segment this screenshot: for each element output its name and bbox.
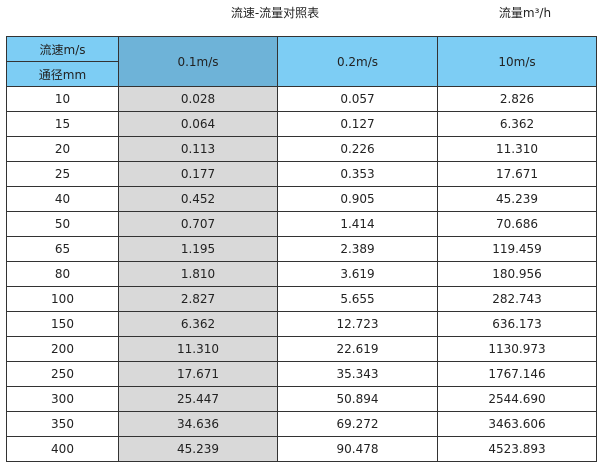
diameter-cell: 25 xyxy=(6,161,119,187)
diameter-cell: 10 xyxy=(6,86,119,112)
unit-label: 流量m³/h xyxy=(498,6,552,20)
column-header: 0.2m/s xyxy=(277,36,438,87)
flow-cell: 282.743 xyxy=(437,286,597,312)
table-row: 65 1.195 2.389 119.459 xyxy=(6,236,597,262)
diameter-cell: 40 xyxy=(6,186,119,212)
flow-cell: 2.827 xyxy=(118,286,278,312)
flow-cell: 5.655 xyxy=(277,286,438,312)
flow-cell: 11.310 xyxy=(437,136,597,162)
table-row: 300 25.447 50.894 2544.690 xyxy=(6,386,597,412)
diameter-cell: 300 xyxy=(6,386,119,412)
diameter-header: 通径mm xyxy=(6,61,119,87)
flow-cell: 12.723 xyxy=(277,311,438,337)
column-header: 10m/s xyxy=(437,36,597,87)
flow-cell: 35.343 xyxy=(277,361,438,387)
flow-cell: 1.810 xyxy=(118,261,278,287)
column-header: 0.1m/s xyxy=(118,36,278,87)
diameter-cell: 100 xyxy=(6,286,119,312)
flow-cell: 2.826 xyxy=(437,86,597,112)
flow-cell: 0.057 xyxy=(277,86,438,112)
flow-cell: 6.362 xyxy=(118,311,278,337)
diameter-cell: 200 xyxy=(6,336,119,362)
flow-cell: 0.226 xyxy=(277,136,438,162)
table-title: 流速-流量对照表 xyxy=(230,6,320,20)
table-row: 350 34.636 69.272 3463.606 xyxy=(6,411,597,437)
flow-cell: 1.414 xyxy=(277,211,438,237)
flow-cell: 3.619 xyxy=(277,261,438,287)
flow-cell: 0.707 xyxy=(118,211,278,237)
flow-cell: 69.272 xyxy=(277,411,438,437)
flow-cell: 0.127 xyxy=(277,111,438,137)
diameter-cell: 20 xyxy=(6,136,119,162)
flow-cell: 0.452 xyxy=(118,186,278,212)
flow-cell: 45.239 xyxy=(437,186,597,212)
flow-cell: 50.894 xyxy=(277,386,438,412)
flow-cell: 636.173 xyxy=(437,311,597,337)
velocity-header: 流速m/s xyxy=(6,36,119,62)
flow-cell: 0.177 xyxy=(118,161,278,187)
flow-cell: 1.195 xyxy=(118,236,278,262)
diameter-cell: 80 xyxy=(6,261,119,287)
flow-cell: 17.671 xyxy=(118,361,278,387)
flow-cell: 2.389 xyxy=(277,236,438,262)
flow-cell: 180.956 xyxy=(437,261,597,287)
flow-cell: 11.310 xyxy=(118,336,278,362)
diameter-cell: 65 xyxy=(6,236,119,262)
flow-table: 流速m/s 0.1m/s 0.2m/s 10m/s 通径mm 10 0.028 0.… xyxy=(6,36,597,462)
table-row: 20 0.113 0.226 11.310 xyxy=(6,136,597,162)
flow-cell: 45.239 xyxy=(118,436,278,462)
flow-cell: 0.353 xyxy=(277,161,438,187)
flow-cell: 0.113 xyxy=(118,136,278,162)
flow-cell: 3463.606 xyxy=(437,411,597,437)
flow-cell: 34.636 xyxy=(118,411,278,437)
flow-cell: 17.671 xyxy=(437,161,597,187)
flow-cell: 4523.893 xyxy=(437,436,597,462)
diameter-cell: 150 xyxy=(6,311,119,337)
flow-cell: 0.064 xyxy=(118,111,278,137)
flow-cell: 22.619 xyxy=(277,336,438,362)
diameter-cell: 400 xyxy=(6,436,119,462)
flow-cell: 1767.146 xyxy=(437,361,597,387)
flow-cell: 0.028 xyxy=(118,86,278,112)
flow-cell: 70.686 xyxy=(437,211,597,237)
table-row: 400 45.239 90.478 4523.893 xyxy=(6,436,597,462)
flow-cell: 0.905 xyxy=(277,186,438,212)
table-row: 200 11.310 22.619 1130.973 xyxy=(6,336,597,362)
diameter-cell: 15 xyxy=(6,111,119,137)
table-row: 250 17.671 35.343 1767.146 xyxy=(6,361,597,387)
table-row: 150 6.362 12.723 636.173 xyxy=(6,311,597,337)
table-row: 40 0.452 0.905 45.239 xyxy=(6,186,597,212)
flow-cell: 6.362 xyxy=(437,111,597,137)
flow-cell: 25.447 xyxy=(118,386,278,412)
diameter-cell: 350 xyxy=(6,411,119,437)
diameter-cell: 50 xyxy=(6,211,119,237)
table-row: 15 0.064 0.127 6.362 xyxy=(6,111,597,137)
diameter-cell: 250 xyxy=(6,361,119,387)
flow-cell: 119.459 xyxy=(437,236,597,262)
flow-cell: 2544.690 xyxy=(437,386,597,412)
table-row: 25 0.177 0.353 17.671 xyxy=(6,161,597,187)
table-row: 10 0.028 0.057 2.826 xyxy=(6,86,597,112)
table-row: 50 0.707 1.414 70.686 xyxy=(6,211,597,237)
table-row: 100 2.827 5.655 282.743 xyxy=(6,286,597,312)
flow-cell: 1130.973 xyxy=(437,336,597,362)
flow-cell: 90.478 xyxy=(277,436,438,462)
table-row: 80 1.810 3.619 180.956 xyxy=(6,261,597,287)
